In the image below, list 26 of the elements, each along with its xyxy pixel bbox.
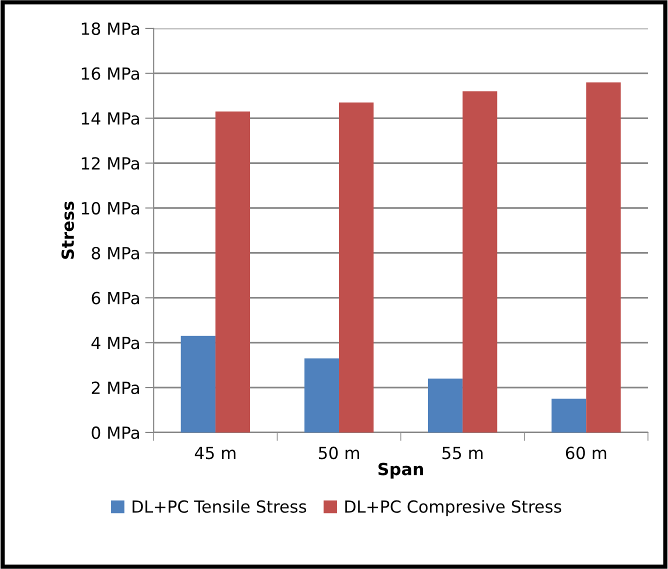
y-tick-label: 16 MPa (82, 67, 139, 80)
y-tick-label: 10 MPa (82, 202, 139, 215)
bar (552, 398, 586, 432)
bar (180, 336, 216, 432)
y-tick-label: 18 MPa (82, 22, 139, 36)
y-axis-title: Stress (61, 202, 74, 259)
x-tick-label: 60 m (566, 446, 606, 460)
y-tick-label: 4 MPa (91, 336, 139, 350)
bar (462, 91, 498, 432)
x-tick-label: 45 m (194, 446, 236, 460)
legend-label: DL+PC Tensile Stress (132, 500, 306, 513)
bar (339, 102, 374, 432)
y-tick-label: 12 MPa (82, 157, 139, 170)
bar (586, 82, 621, 432)
y-tick-label: 14 MPa (82, 112, 139, 125)
y-tick-label: 6 MPa (92, 292, 139, 304)
y-tick-label: 2 MPa (92, 382, 139, 394)
bar (304, 358, 340, 432)
bar (428, 378, 463, 432)
legend-label: DL+PC Compresive Stress (345, 500, 562, 516)
bar (215, 111, 250, 432)
y-tick-label: 8 MPa (92, 246, 139, 260)
x-tick-label: 55 m (442, 446, 483, 460)
x-tick-label: 50 m (318, 446, 359, 460)
x-axis-title: Span (378, 462, 424, 479)
y-tick-label: 0 MPa (92, 426, 139, 440)
